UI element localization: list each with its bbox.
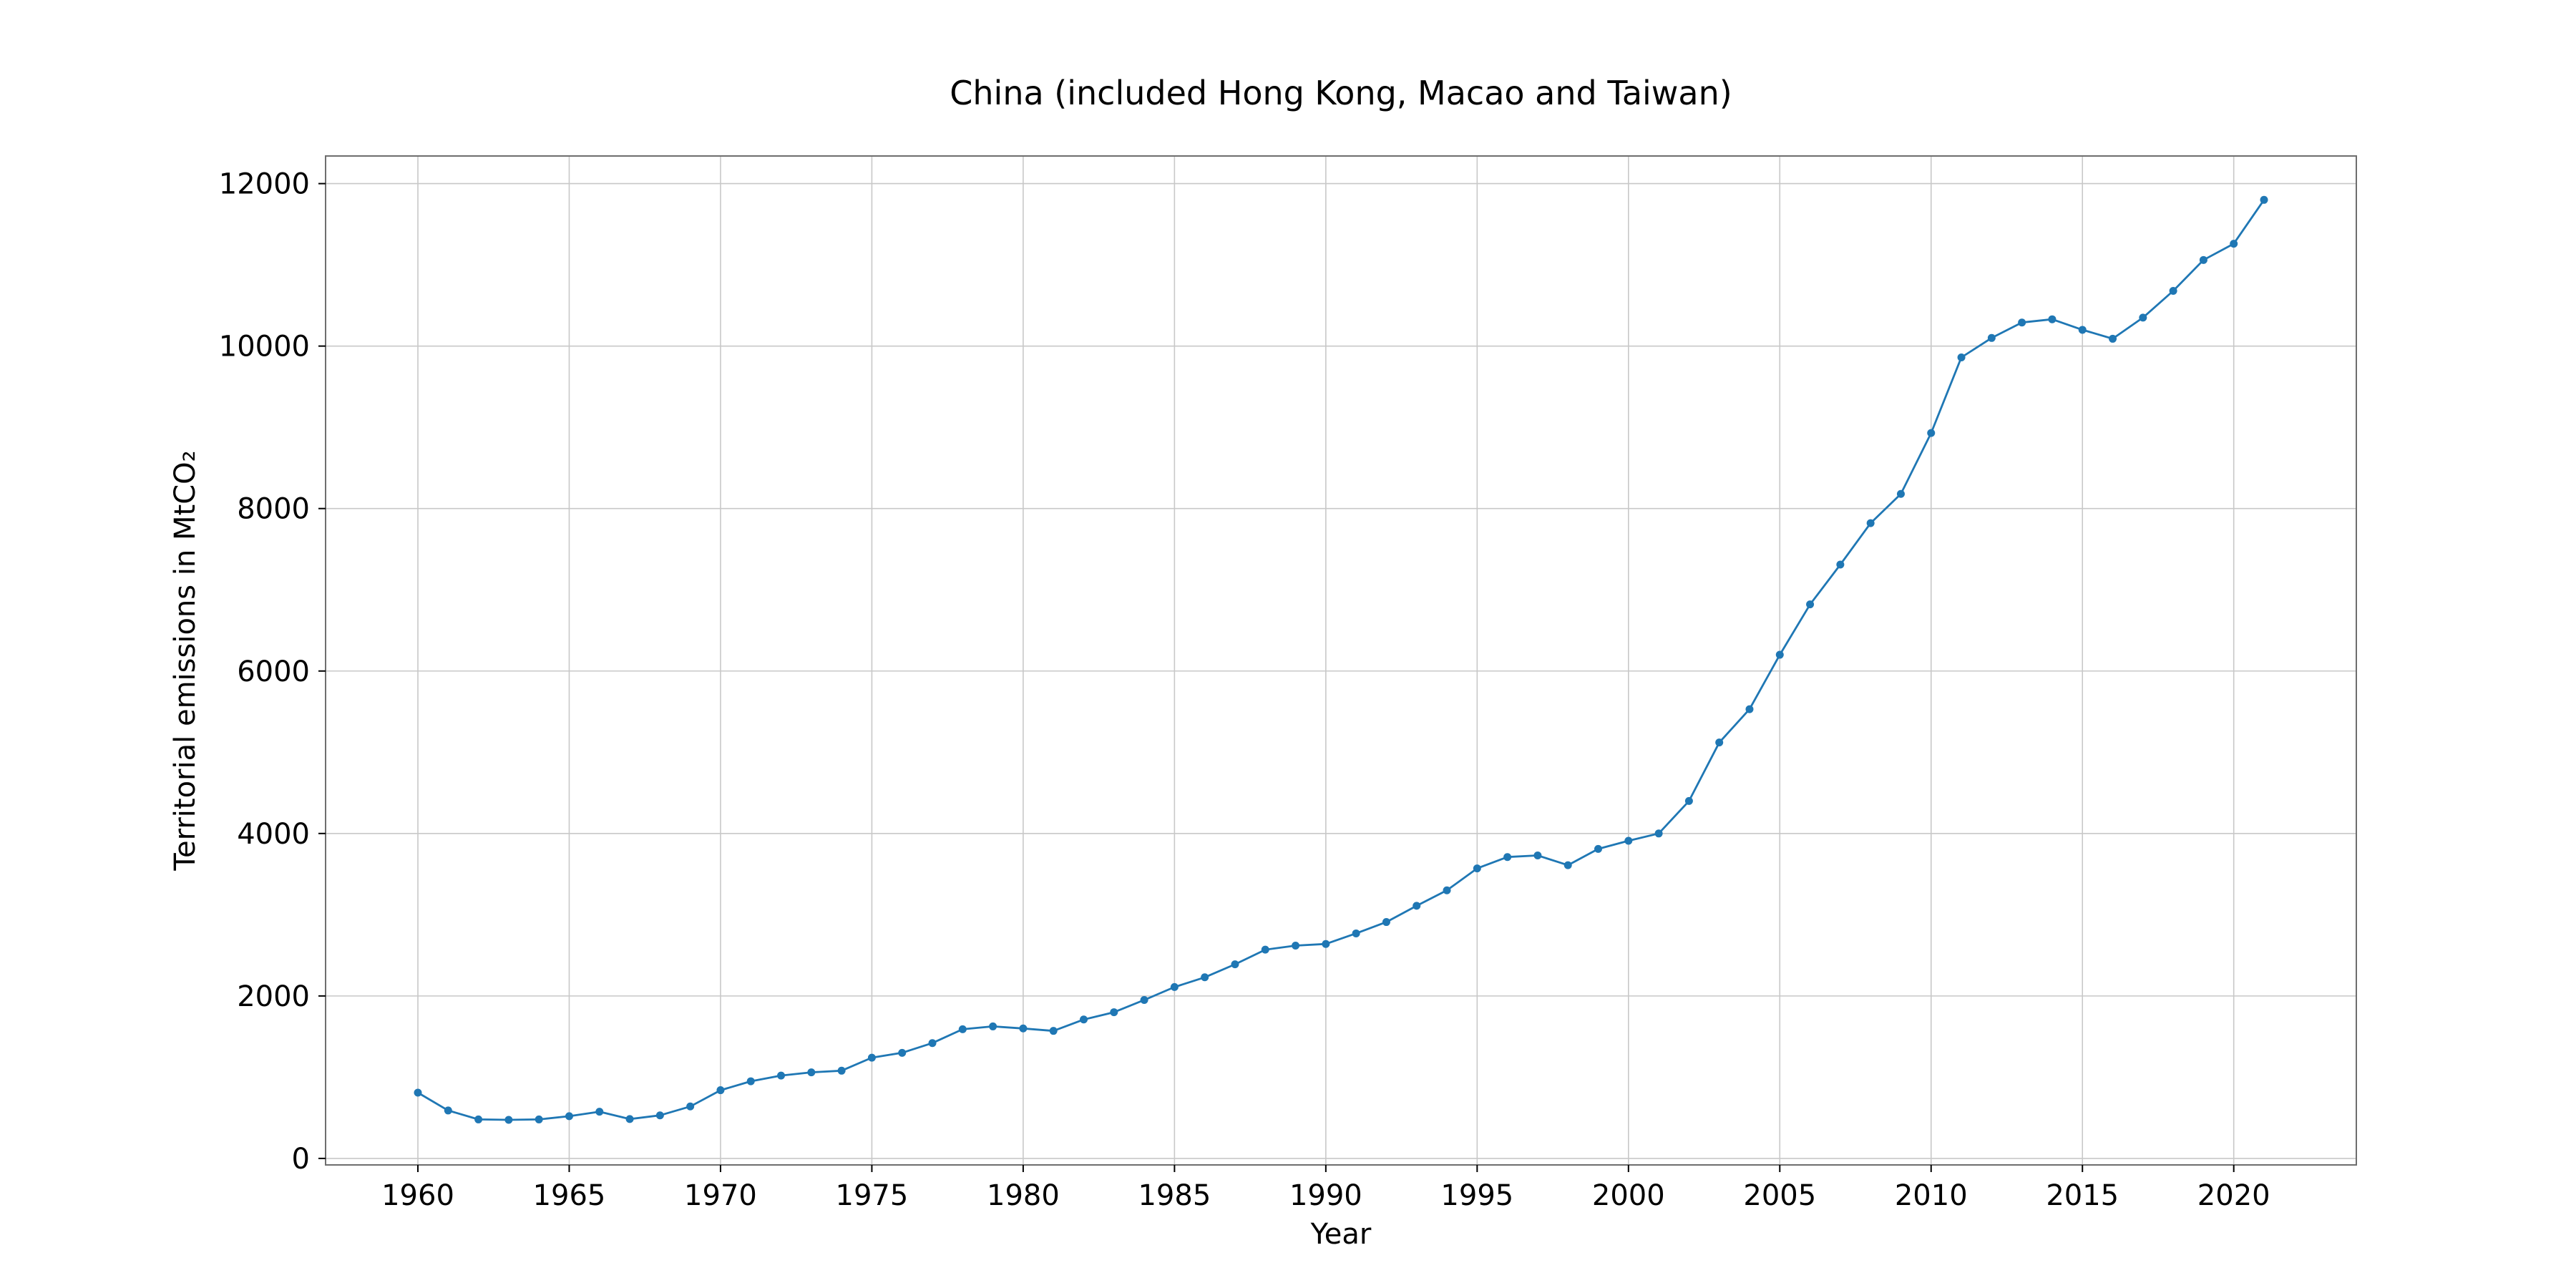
x-axis-label: Year: [1310, 1218, 1372, 1251]
data-point-2002: [1684, 796, 1693, 805]
data-point-1994: [1443, 886, 1451, 894]
data-point-1974: [837, 1066, 846, 1075]
data-point-1967: [625, 1115, 634, 1123]
data-point-1960: [414, 1088, 422, 1097]
y-tick-label: 2000: [237, 980, 310, 1013]
series-line: [417, 199, 2265, 1121]
series-layer: [414, 195, 2268, 1124]
y-tick-label: 0: [292, 1143, 310, 1176]
plot-frame: [325, 155, 2357, 1166]
data-point-1975: [867, 1053, 876, 1062]
x-tick-label: 1970: [684, 1179, 757, 1212]
y-tick-label: 10000: [219, 331, 310, 364]
data-point-1963: [504, 1116, 513, 1124]
data-point-1995: [1473, 864, 1481, 873]
data-point-2015: [2078, 326, 2087, 334]
data-point-2018: [2169, 286, 2177, 295]
data-point-1972: [777, 1071, 786, 1080]
data-point-1997: [1533, 851, 1542, 859]
data-point-2008: [1866, 519, 1875, 527]
data-point-1990: [1322, 940, 1330, 948]
data-point-2003: [1715, 738, 1724, 747]
data-point-1999: [1594, 844, 1603, 853]
data-point-1992: [1382, 918, 1390, 927]
data-point-1991: [1352, 929, 1360, 937]
data-point-1996: [1503, 853, 1512, 862]
x-tick-label: 1975: [836, 1179, 909, 1212]
chart-title: China (included Hong Kong, Macao and Tai…: [950, 74, 1732, 112]
data-point-2006: [1806, 600, 1815, 609]
data-point-2017: [2139, 313, 2147, 322]
x-tick-label: 2010: [1895, 1179, 1968, 1212]
x-tick-label: 1985: [1138, 1179, 1211, 1212]
data-point-1977: [928, 1039, 937, 1048]
data-point-2000: [1624, 836, 1633, 845]
x-tick-label: 2015: [2046, 1179, 2119, 1212]
data-point-1976: [898, 1048, 907, 1057]
data-point-2013: [2018, 318, 2026, 327]
x-tick-label: 1995: [1440, 1179, 1513, 1212]
data-point-1971: [746, 1077, 755, 1085]
y-tick-label: 8000: [237, 493, 310, 526]
data-point-2009: [1896, 489, 1905, 498]
data-point-2014: [2048, 315, 2057, 323]
data-point-2016: [2109, 334, 2117, 343]
grid-layer: [326, 156, 2356, 1165]
y-tick-label: 12000: [219, 168, 310, 201]
x-tick-label: 2005: [1743, 1179, 1816, 1212]
data-point-2012: [1987, 333, 1996, 342]
data-point-1969: [686, 1102, 695, 1111]
data-point-1978: [958, 1025, 967, 1033]
tick-layer: 1960 1965 1970 1975 1980 1985 1990 1995 2000 2005…: [219, 168, 2270, 1212]
data-point-1984: [1140, 996, 1148, 1005]
data-point-2021: [2260, 195, 2268, 204]
data-point-1970: [716, 1086, 725, 1095]
data-point-1966: [595, 1108, 604, 1116]
data-point-1980: [1019, 1024, 1028, 1033]
x-tick-label: 1965: [533, 1179, 606, 1212]
data-point-1968: [655, 1111, 664, 1120]
data-point-1989: [1292, 941, 1300, 950]
data-point-1988: [1261, 945, 1269, 954]
y-axis-label: Territorial emissions in MtCO₂: [169, 450, 202, 871]
data-point-2007: [1836, 560, 1845, 569]
data-point-1965: [565, 1112, 573, 1121]
data-point-2019: [2199, 255, 2207, 264]
data-point-1962: [474, 1115, 483, 1123]
data-point-1998: [1563, 861, 1572, 869]
data-point-2011: [1957, 353, 1966, 362]
x-tick-label: 1980: [987, 1179, 1060, 1212]
data-point-1961: [444, 1106, 452, 1115]
x-tick-label: 1960: [381, 1179, 454, 1212]
data-point-1964: [535, 1115, 543, 1123]
y-tick-label: 4000: [237, 818, 310, 851]
x-tick-label: 2020: [2197, 1179, 2270, 1212]
data-point-1986: [1201, 973, 1209, 982]
data-point-1981: [1049, 1027, 1058, 1035]
data-point-1973: [807, 1068, 816, 1077]
data-point-1983: [1110, 1008, 1118, 1017]
data-point-2001: [1654, 829, 1663, 838]
data-point-1987: [1231, 960, 1239, 969]
data-point-1979: [989, 1022, 997, 1030]
x-tick-label: 1990: [1289, 1179, 1362, 1212]
data-point-2010: [1927, 429, 1936, 437]
data-point-1982: [1079, 1015, 1088, 1024]
data-point-2004: [1745, 705, 1754, 713]
data-point-2020: [2230, 240, 2238, 248]
data-point-2005: [1775, 650, 1784, 659]
x-tick-label: 2000: [1592, 1179, 1665, 1212]
data-point-1985: [1170, 982, 1179, 991]
data-point-1993: [1413, 902, 1421, 910]
y-tick-label: 6000: [237, 655, 310, 688]
